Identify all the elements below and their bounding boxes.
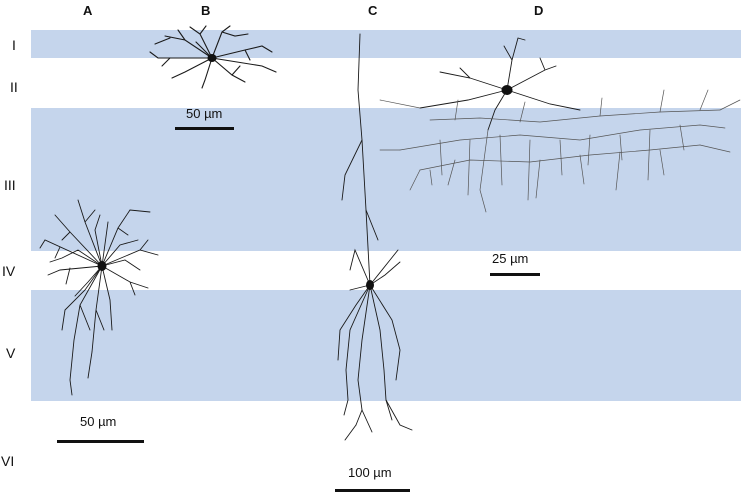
column-label-a: A — [83, 3, 93, 18]
scale-bar-a — [57, 440, 144, 443]
neuron-d-soma — [501, 85, 513, 95]
layer-label-ii: II — [10, 79, 18, 95]
scale-label-a: 50 µm — [80, 414, 117, 429]
layer-label-vi: VI — [1, 453, 15, 469]
neuron-d-axon — [379, 89, 741, 213]
layer-band-i — [31, 30, 741, 58]
scale-label-b: 50 µm — [186, 106, 223, 121]
neuron-a-soma — [97, 261, 107, 271]
layer-band-v — [31, 290, 741, 401]
scale-label-d: 25 µm — [492, 251, 529, 266]
layer-label-iii: III — [4, 177, 16, 193]
scale-bar-b — [175, 127, 234, 130]
layer-label-i: I — [12, 37, 16, 53]
layer-label-iv: IV — [2, 263, 16, 279]
scale-bar-c — [335, 489, 410, 492]
neuron-b-soma — [207, 54, 217, 62]
neuron-d — [419, 37, 581, 131]
neuron-c-soma — [366, 280, 374, 290]
scale-label-c: 100 µm — [348, 465, 392, 480]
neuron-a — [39, 199, 159, 396]
neuron-c — [337, 33, 413, 441]
scale-bar-d — [490, 273, 540, 276]
layer-label-v: V — [6, 345, 16, 361]
column-label-d: D — [534, 3, 544, 18]
column-label-b: B — [201, 3, 211, 18]
layer-band-iii — [31, 108, 741, 251]
column-label-c: C — [368, 3, 378, 18]
